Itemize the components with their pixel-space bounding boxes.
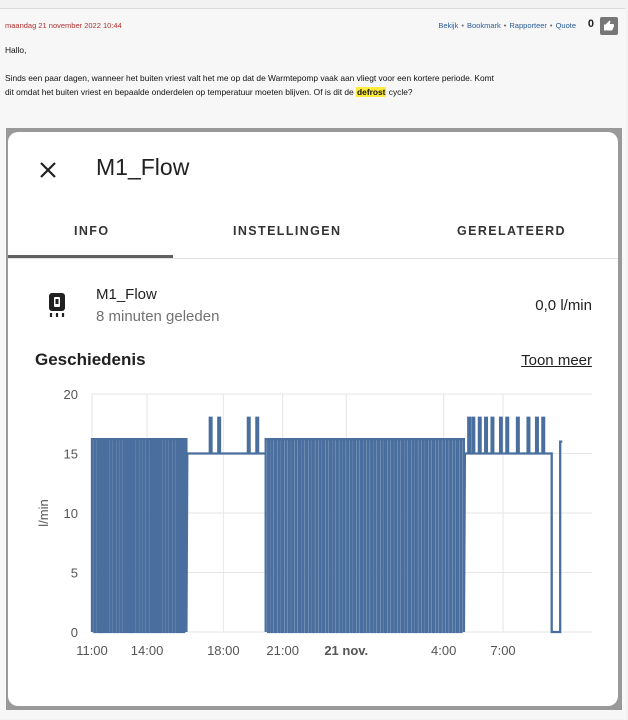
- entity-state: 0,0 l/min: [535, 297, 592, 314]
- thumbs-up-icon: [604, 20, 614, 31]
- highlighted-term: defrost: [356, 87, 387, 97]
- post-paragraph: Sinds een paar dagen, wanneer het buiten…: [5, 73, 494, 97]
- x-tick-label: 11:00: [76, 643, 108, 658]
- x-tick-label: 14:00: [131, 643, 164, 658]
- entity-last-changed: 8 minuten geleden: [96, 308, 220, 325]
- action-quote[interactable]: Quote: [555, 21, 576, 30]
- tab-bar: INFO INSTELLINGEN GERELATEERD: [8, 208, 618, 259]
- flow-series-line: [90, 416, 563, 634]
- x-tick-label: 7:00: [490, 643, 515, 658]
- action-view[interactable]: Bekijk: [438, 21, 459, 30]
- post-greeting: Hallo,: [5, 45, 27, 55]
- y-tick-label: 15: [64, 447, 78, 462]
- post-timestamp: maandag 21 november 2022 10:44: [5, 21, 122, 30]
- history-title: Geschiedenis: [35, 350, 146, 369]
- x-tick-label: 4:00: [431, 643, 456, 658]
- y-axis-label: l/min: [36, 499, 51, 526]
- y-tick-label: 20: [64, 387, 78, 402]
- tab-related[interactable]: GERELATEERD: [457, 224, 566, 238]
- close-button[interactable]: [36, 158, 60, 182]
- thumbs-up-button[interactable]: [600, 17, 618, 35]
- y-tick-label: 5: [71, 566, 78, 581]
- action-bookmark[interactable]: Bookmark: [466, 21, 501, 30]
- like-count: 0: [587, 18, 594, 30]
- water-pump-icon: [49, 293, 65, 317]
- active-tab-indicator: [8, 255, 173, 258]
- entity-name: M1_Flow: [96, 286, 157, 303]
- post-actions: Bekijk • Bookmark • Rapporteer • Quote: [438, 21, 576, 30]
- x-tick-label: 21:00: [266, 643, 299, 658]
- x-tick-label: 18:00: [207, 643, 240, 658]
- tab-info[interactable]: INFO: [74, 224, 110, 238]
- post-body: Hallo, Sinds een paar dagen, wanneer het…: [5, 43, 505, 113]
- history-chart[interactable]: 0 5 10 15 20 11:00 14:00 18:00 21:00 21 nov. 4:00 7…: [8, 132, 618, 706]
- x-tick-label: 21 nov.: [324, 643, 368, 658]
- more-info-dialog: M1_Flow INFO INSTELLINGEN GERELATEERD M1…: [8, 132, 618, 706]
- tab-settings[interactable]: INSTELLINGEN: [233, 224, 342, 238]
- dialog-title: M1_Flow: [96, 154, 190, 180]
- show-more-link[interactable]: Toon meer: [521, 352, 592, 369]
- close-icon: [40, 162, 56, 178]
- y-tick-label: 10: [64, 506, 78, 521]
- y-tick-label: 0: [71, 625, 78, 640]
- action-report[interactable]: Rapporteer: [509, 21, 547, 30]
